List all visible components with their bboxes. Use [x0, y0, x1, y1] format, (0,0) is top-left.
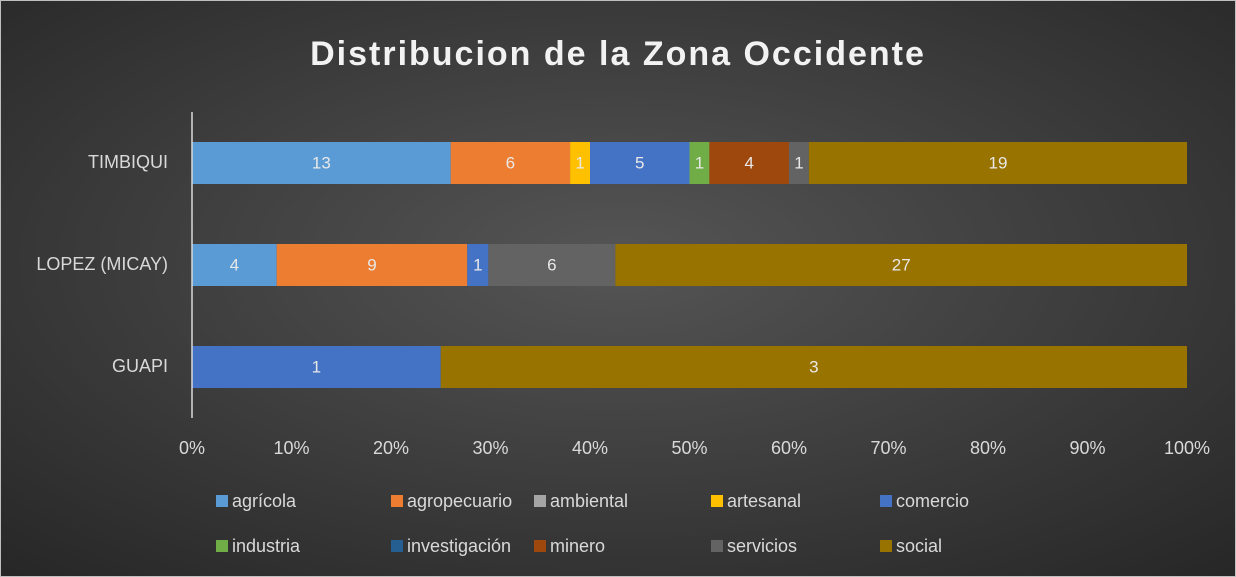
x-tick-label: 70%: [870, 438, 906, 458]
x-tick-label: 30%: [472, 438, 508, 458]
data-label: 1: [312, 357, 321, 376]
y-tick-label: LOPEZ (MICAY): [36, 254, 168, 274]
y-tick-label: TIMBIQUI: [88, 152, 168, 172]
x-tick-label: 10%: [273, 438, 309, 458]
x-tick-label: 50%: [671, 438, 707, 458]
legend-label: minero: [550, 536, 605, 556]
legend-label: ambiental: [550, 491, 628, 511]
bar-segment: [276, 244, 468, 286]
data-label: 3: [809, 357, 818, 376]
data-label: 13: [312, 153, 331, 172]
legend-swatch: [880, 495, 892, 507]
bar-segment: [450, 142, 571, 184]
legend-swatch: [534, 495, 546, 507]
bar-segment: [570, 142, 590, 184]
bar-segment: [192, 244, 277, 286]
y-tick-label: GUAPI: [112, 356, 168, 376]
bar-segment: [689, 142, 710, 184]
legend-label: servicios: [727, 536, 797, 556]
bar-segment: [615, 244, 1187, 286]
legend-swatch: [880, 540, 892, 552]
legend-swatch: [391, 495, 403, 507]
legend-swatch: [216, 495, 228, 507]
data-label: 9: [367, 255, 376, 274]
x-tick-label: 90%: [1069, 438, 1105, 458]
x-tick-label: 60%: [771, 438, 807, 458]
x-tick-label: 20%: [373, 438, 409, 458]
data-label: 27: [892, 255, 911, 274]
bar-segment: [709, 142, 789, 184]
legend-label: industria: [232, 536, 301, 556]
legend-swatch: [711, 540, 723, 552]
bar-segment: [808, 142, 1187, 184]
data-label: 1: [575, 153, 584, 172]
x-tick-label: 40%: [572, 438, 608, 458]
data-label: 6: [547, 255, 556, 274]
data-label: 5: [635, 153, 644, 172]
data-label: 1: [473, 255, 482, 274]
data-label: 19: [988, 153, 1007, 172]
legend-label: investigación: [407, 536, 511, 556]
bar-segment: [590, 142, 690, 184]
legend-swatch: [216, 540, 228, 552]
bar-segment: [440, 346, 1187, 388]
data-label: 4: [230, 255, 239, 274]
x-tick-label: 80%: [970, 438, 1006, 458]
data-label: 1: [794, 153, 803, 172]
legend-swatch: [391, 540, 403, 552]
legend-label: social: [896, 536, 942, 556]
bar-segment: [789, 142, 809, 184]
legend-label: artesanal: [727, 491, 801, 511]
legend-swatch: [711, 495, 723, 507]
bar-segment: [467, 244, 489, 286]
x-tick-label: 0%: [179, 438, 205, 458]
x-tick-label: 100%: [1164, 438, 1210, 458]
data-label: 1: [695, 153, 704, 172]
bar-segment: [192, 142, 451, 184]
bar-segment: [488, 244, 616, 286]
legend-label: comercio: [896, 491, 969, 511]
legend-label: agropecuario: [407, 491, 512, 511]
bar-segment: [192, 346, 441, 388]
legend-swatch: [534, 540, 546, 552]
data-label: 6: [506, 153, 515, 172]
data-label: 4: [744, 153, 753, 172]
chart-title: Distribucion de la Zona Occidente: [310, 35, 926, 73]
legend-label: agrícola: [232, 491, 297, 511]
